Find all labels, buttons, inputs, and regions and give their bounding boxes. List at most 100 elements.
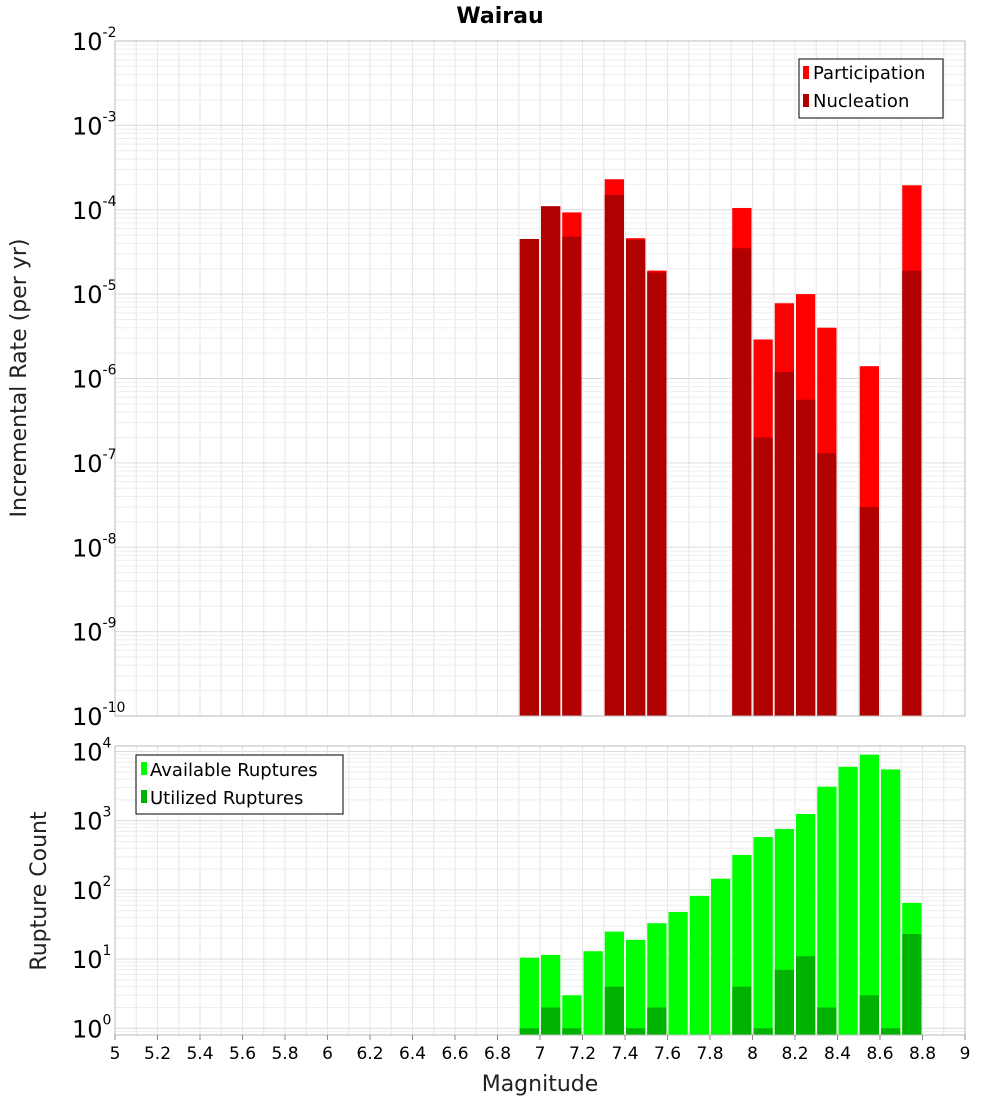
top-grid — [114, 40, 966, 717]
bottom-y-axis-label: Rupture Count — [27, 811, 52, 971]
y-tick-label: 103 — [72, 805, 111, 836]
available-ruptures-bar — [817, 786, 837, 1035]
available-ruptures-bar — [881, 769, 901, 1035]
y-tick-label: 10-9 — [72, 616, 117, 647]
y-tick-label: 101 — [72, 943, 111, 974]
y-tick-label: 10-5 — [72, 278, 117, 309]
x-tick-label: 9 — [960, 1044, 971, 1064]
utilized-ruptures-bar — [626, 1028, 646, 1035]
y-tick-label: 10-2 — [72, 25, 117, 56]
nucleation-bar — [647, 272, 667, 716]
nucleation-bar — [796, 399, 816, 716]
legend-swatch-participation — [803, 66, 809, 79]
legend-label-nucleation: Nucleation — [813, 91, 909, 112]
legend-swatch-utilized — [141, 790, 147, 803]
bottom-bars — [519, 754, 922, 1035]
legend-swatch-available — [141, 762, 147, 775]
x-tick-label: 7.4 — [611, 1044, 638, 1064]
utilized-ruptures-bar — [519, 1028, 539, 1035]
x-tick-label: 5.6 — [229, 1044, 256, 1064]
x-axis-ticks: 5 5.2 5.4 5.6 5.8 6 6.2 6.4 6.6 6.8 7 7.2 7.4 7.6 7.8 8… — [110, 1035, 971, 1064]
nucleation-bar — [626, 239, 646, 716]
bottom-legend: Available Ruptures Utilized Ruptures — [135, 754, 344, 815]
x-tick-label: 8 — [747, 1044, 758, 1064]
bottom-y-ticks: 104 103 102 101 100 — [72, 735, 112, 1043]
x-tick-label: 8.8 — [909, 1044, 936, 1064]
available-ruptures-bar — [689, 895, 709, 1035]
utilized-ruptures-bar — [541, 1007, 561, 1035]
x-tick-label: 6 — [322, 1044, 333, 1064]
x-tick-label: 7 — [535, 1044, 546, 1064]
x-tick-label: 5 — [110, 1044, 121, 1064]
x-tick-label: 7.2 — [569, 1044, 596, 1064]
x-axis-label: Magnitude — [482, 1072, 599, 1097]
y-tick-label: 10-7 — [72, 447, 117, 478]
utilized-ruptures-bar — [774, 969, 794, 1035]
x-tick-label: 8.2 — [781, 1044, 808, 1064]
chart-title: Wairau — [456, 4, 543, 29]
utilized-ruptures-bar — [604, 986, 624, 1035]
available-ruptures-bar — [668, 911, 688, 1035]
y-tick-label: 10-8 — [72, 531, 117, 562]
top-panel: 10-2 10-3 10-4 10-5 10-6 10-7 10-8 10-9 10-10 In… — [7, 25, 966, 731]
utilized-ruptures-bar — [732, 986, 752, 1035]
legend-swatch-nucleation — [803, 94, 809, 107]
y-tick-label: 10-6 — [72, 363, 117, 394]
x-tick-label: 7.6 — [654, 1044, 681, 1064]
available-ruptures-bar — [859, 754, 879, 1035]
bottom-panel: 104 103 102 101 100 Rupture Count Available … — [27, 735, 966, 1043]
x-tick-label: 8.4 — [824, 1044, 851, 1064]
x-tick-label: 5.8 — [271, 1044, 298, 1064]
x-tick-label: 7.8 — [696, 1044, 723, 1064]
nucleation-bar — [732, 248, 752, 717]
nucleation-bar — [753, 437, 773, 716]
available-ruptures-bar — [711, 878, 731, 1035]
top-plot-frame — [114, 40, 966, 717]
x-tick-label: 8.6 — [866, 1044, 893, 1064]
bottom-legend-box — [135, 754, 344, 815]
top-legend: Participation Nucleation — [798, 58, 944, 119]
x-tick-label: 5.2 — [144, 1044, 171, 1064]
utilized-ruptures-bar — [881, 1028, 901, 1035]
x-tick-label: 6.2 — [356, 1044, 383, 1064]
available-ruptures-bar — [838, 766, 858, 1035]
nucleation-bar — [519, 239, 539, 716]
utilized-ruptures-bar — [817, 1007, 837, 1035]
x-tick-label: 6.6 — [441, 1044, 468, 1064]
y-tick-label: 10-10 — [72, 700, 125, 731]
legend-label-utilized: Utilized Ruptures — [150, 788, 303, 809]
utilized-ruptures-bar — [753, 1028, 773, 1035]
utilized-ruptures-bar — [902, 934, 922, 1035]
y-tick-label: 100 — [72, 1012, 111, 1043]
top-bars — [519, 179, 922, 717]
legend-label-participation: Participation — [813, 63, 925, 84]
nucleation-bar — [859, 506, 879, 716]
top-legend-box — [798, 58, 944, 119]
available-ruptures-bar — [583, 951, 603, 1035]
nucleation-bar — [562, 236, 582, 716]
available-ruptures-bar — [519, 957, 539, 1035]
nucleation-bar — [902, 270, 922, 716]
nucleation-bar — [604, 194, 624, 716]
x-tick-label: 5.4 — [186, 1044, 213, 1064]
available-ruptures-bar — [562, 995, 582, 1035]
top-y-axis-label: Incremental Rate (per yr) — [7, 239, 32, 518]
utilized-ruptures-bar — [562, 1028, 582, 1035]
utilized-ruptures-bar — [859, 995, 879, 1035]
x-tick-label: 6.4 — [399, 1044, 426, 1064]
top-y-ticks: 10-2 10-3 10-4 10-5 10-6 10-7 10-8 10-9 10-10 — [72, 25, 125, 731]
x-tick-label: 6.8 — [484, 1044, 511, 1064]
available-ruptures-bar — [647, 923, 667, 1035]
legend-label-available: Available Ruptures — [150, 760, 318, 781]
nucleation-bar — [774, 371, 794, 716]
y-tick-label: 10-3 — [72, 109, 117, 140]
available-ruptures-bar — [753, 837, 773, 1035]
y-tick-label: 10-4 — [72, 194, 117, 225]
y-tick-label: 104 — [72, 735, 112, 766]
utilized-ruptures-bar — [796, 956, 816, 1035]
utilized-ruptures-bar — [647, 1007, 667, 1035]
y-tick-label: 102 — [72, 874, 111, 905]
available-ruptures-bar — [626, 939, 646, 1035]
nucleation-bar — [541, 206, 561, 716]
